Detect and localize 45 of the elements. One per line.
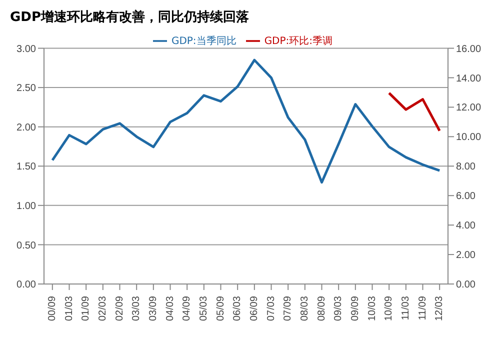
x-tick-label: 02/09 <box>114 296 126 322</box>
x-tick-label: 04/09 <box>182 296 193 322</box>
x-tick-label: 10/03 <box>366 296 378 322</box>
x-tick-label: 00/09 <box>46 296 58 322</box>
x-tick-label: 01/03 <box>64 296 75 322</box>
line-series <box>51 58 441 184</box>
x-tick-label: 11/03 <box>400 296 412 320</box>
y2-tick-label: 6.00 <box>456 191 476 202</box>
chart-title: GDP增速环比略有改善，同比仍持续回落 <box>10 8 250 26</box>
x-tick-label: 08/03 <box>299 296 310 322</box>
x-tick-label: 11/09 <box>417 296 428 320</box>
legend-label: GDP:当季同比 <box>171 36 236 47</box>
x-tick-label: 01/09 <box>80 296 92 322</box>
y-tick-label: 1.00 <box>16 200 36 212</box>
y2-tick-label: 8.00 <box>456 162 476 173</box>
x-tick-label: 06/03 <box>232 296 244 322</box>
y-tick-label: 2.50 <box>16 83 36 94</box>
y-tick-label: 1.50 <box>16 162 36 173</box>
x-tick-label: 06/09 <box>248 296 260 322</box>
y2-tick-label: 4.00 <box>456 220 476 232</box>
y-tick-label: 2.00 <box>16 122 36 134</box>
x-tick-label: 03/03 <box>131 296 142 322</box>
line-series <box>388 92 441 132</box>
y-tick-label: 0.50 <box>16 240 36 252</box>
x-tick-label: 02/03 <box>97 296 108 322</box>
x-tick-label: 09/03 <box>333 296 344 322</box>
x-tick-label: 07/09 <box>282 296 294 322</box>
legend-label: GDP:环比:季调 <box>264 36 333 47</box>
y-tick-label: 0.00 <box>16 280 36 291</box>
y2-tick-label: 12.00 <box>456 102 482 114</box>
y-tick-label: 3.00 <box>16 44 36 55</box>
x-tick-label: 09/09 <box>350 296 361 322</box>
y2-tick-label: 2.00 <box>456 250 476 262</box>
y2-tick-label: 16.00 <box>456 44 482 55</box>
x-tick-label: 04/03 <box>164 296 176 322</box>
y2-tick-label: 0.00 <box>456 280 476 291</box>
y2-tick-label: 14.00 <box>456 73 482 84</box>
x-tick-label: 08/09 <box>316 296 328 322</box>
x-tick-label: 05/03 <box>198 296 210 322</box>
x-tick-label: 12/03 <box>434 296 446 322</box>
x-tick-label: 07/03 <box>266 296 277 322</box>
x-tick-label: 10/09 <box>384 296 395 322</box>
y2-tick-label: 10.00 <box>456 132 482 144</box>
x-tick-label: 05/09 <box>215 296 226 322</box>
x-tick-label: 03/09 <box>148 296 159 322</box>
